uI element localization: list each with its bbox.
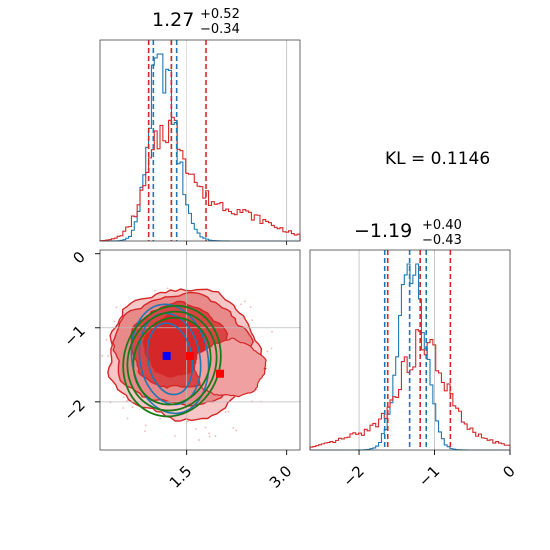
scatter-point xyxy=(235,429,238,432)
scatter-point xyxy=(159,417,162,420)
y-tick-label: −1 xyxy=(60,322,88,350)
x-tick-label: 1.5 xyxy=(166,462,196,492)
scatter-point xyxy=(271,330,273,333)
marker-0 xyxy=(162,351,171,360)
scatter-point xyxy=(115,306,118,309)
scatter-point xyxy=(251,319,254,322)
scatter-point xyxy=(208,435,211,438)
scatter-point xyxy=(166,287,169,290)
x-tick-label: −2 xyxy=(340,462,368,490)
scatter-point xyxy=(240,303,242,306)
scatter-point xyxy=(208,432,211,435)
scatter-point xyxy=(122,407,125,409)
y-tick-label: 0 xyxy=(69,248,88,267)
scatter-point xyxy=(232,427,235,429)
scatter-point xyxy=(122,396,125,399)
scatter-point xyxy=(249,306,252,308)
scatter-point xyxy=(153,289,156,292)
scatter-point xyxy=(270,347,273,350)
scatter-point xyxy=(198,439,200,441)
scatter-point xyxy=(144,424,147,427)
contour-red-lobe xyxy=(193,337,267,398)
scatter-point xyxy=(186,420,189,423)
title-param1-plus: +0.52 xyxy=(200,7,240,22)
title-param1-value: 1.27 xyxy=(152,9,195,31)
scatter-point xyxy=(126,417,129,420)
scatter-point xyxy=(126,400,128,402)
contour-red-level-3 xyxy=(142,314,206,378)
marker-2 xyxy=(216,369,224,378)
scatter-point xyxy=(255,388,258,391)
title-param1-minus: −0.34 xyxy=(200,22,240,37)
panel-frame-bottom-right xyxy=(309,249,511,451)
x-tick-label: 0 xyxy=(499,462,518,481)
title-param2-value: −1.19 xyxy=(354,220,413,242)
scatter-point xyxy=(224,411,227,414)
x-tick-label: −1 xyxy=(415,462,443,490)
title-param2-plus: +0.40 xyxy=(422,218,462,233)
contour-green-1 xyxy=(126,310,218,412)
scatter-point xyxy=(227,410,230,413)
scatter-point xyxy=(144,430,146,433)
panel-frame-top-left xyxy=(99,39,301,242)
scatter-point xyxy=(214,435,217,438)
scatter-point xyxy=(174,435,176,437)
scatter-point xyxy=(243,300,246,303)
panel-frame-bottom-left xyxy=(99,249,301,451)
scatter-point xyxy=(194,427,197,430)
scatter-point xyxy=(131,406,134,408)
scatter-point xyxy=(204,426,207,429)
y-tick-label: −2 xyxy=(60,396,88,424)
title-param2-minus: −0.43 xyxy=(422,233,462,248)
marker-1 xyxy=(186,351,194,360)
scatter-point xyxy=(107,355,109,357)
scatter-point xyxy=(105,339,108,341)
hist-series-red xyxy=(99,116,301,242)
scatter-point xyxy=(266,350,269,353)
scatter-point xyxy=(113,320,116,323)
kl-annotation: KL = 0.1146 xyxy=(385,149,491,169)
hist-series-blue xyxy=(100,53,300,242)
title-param1: 1.27 +0.52 −0.34 xyxy=(152,7,240,37)
scatter-point xyxy=(101,354,104,357)
title-param2: −1.19 +0.40 −0.43 xyxy=(354,218,462,248)
x-tick-label: 3.0 xyxy=(266,462,296,492)
contour-green-2 xyxy=(132,316,212,406)
